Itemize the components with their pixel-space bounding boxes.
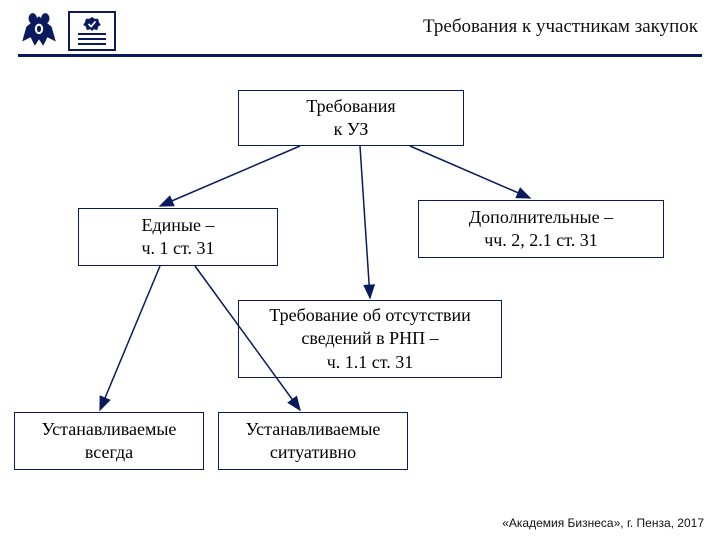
node-always: Устанавливаемые всегда [14, 412, 204, 470]
edge [160, 146, 300, 206]
node-label: Устанавливаемые [42, 418, 177, 441]
node-label: всегда [85, 441, 133, 464]
node-unified: Единые – ч. 1 ст. 31 [78, 208, 278, 266]
node-additional: Дополнительные – чч. 2, 2.1 ст. 31 [418, 200, 664, 258]
node-label: Дополнительные – [469, 206, 613, 229]
node-label: Устанавливаемые [246, 418, 381, 441]
edge [100, 266, 160, 410]
node-rnp: Требование об отсутствии сведений в РНП … [238, 300, 502, 378]
node-label: Требования [306, 95, 395, 118]
node-label: чч. 2, 2.1 ст. 31 [484, 229, 598, 252]
footer-text: «Академия Бизнеса», г. Пенза, 2017 [502, 516, 704, 530]
header-divider [18, 54, 702, 57]
node-label: Единые – [141, 214, 214, 237]
edge [360, 146, 370, 298]
node-label: ч. 1 ст. 31 [141, 237, 214, 260]
logo-box-icon [68, 11, 116, 51]
node-situative: Устанавливаемые ситуативно [218, 412, 408, 470]
node-label: сведений в РНП – [301, 327, 438, 350]
checkmark-badge-icon [83, 17, 101, 31]
node-label: ч. 1.1 ст. 31 [327, 351, 414, 374]
node-label: к УЗ [334, 118, 369, 141]
page-title: Требования к участникам закупок [423, 16, 698, 38]
edge [410, 146, 530, 198]
header: Требования к участникам закупок [0, 0, 720, 56]
node-root: Требования к УЗ [238, 90, 464, 146]
node-label: ситуативно [270, 441, 356, 464]
logo-group [18, 10, 116, 52]
eagle-icon [18, 10, 60, 52]
node-label: Требование об отсутствии [269, 304, 470, 327]
logo-lines-icon [78, 33, 106, 45]
